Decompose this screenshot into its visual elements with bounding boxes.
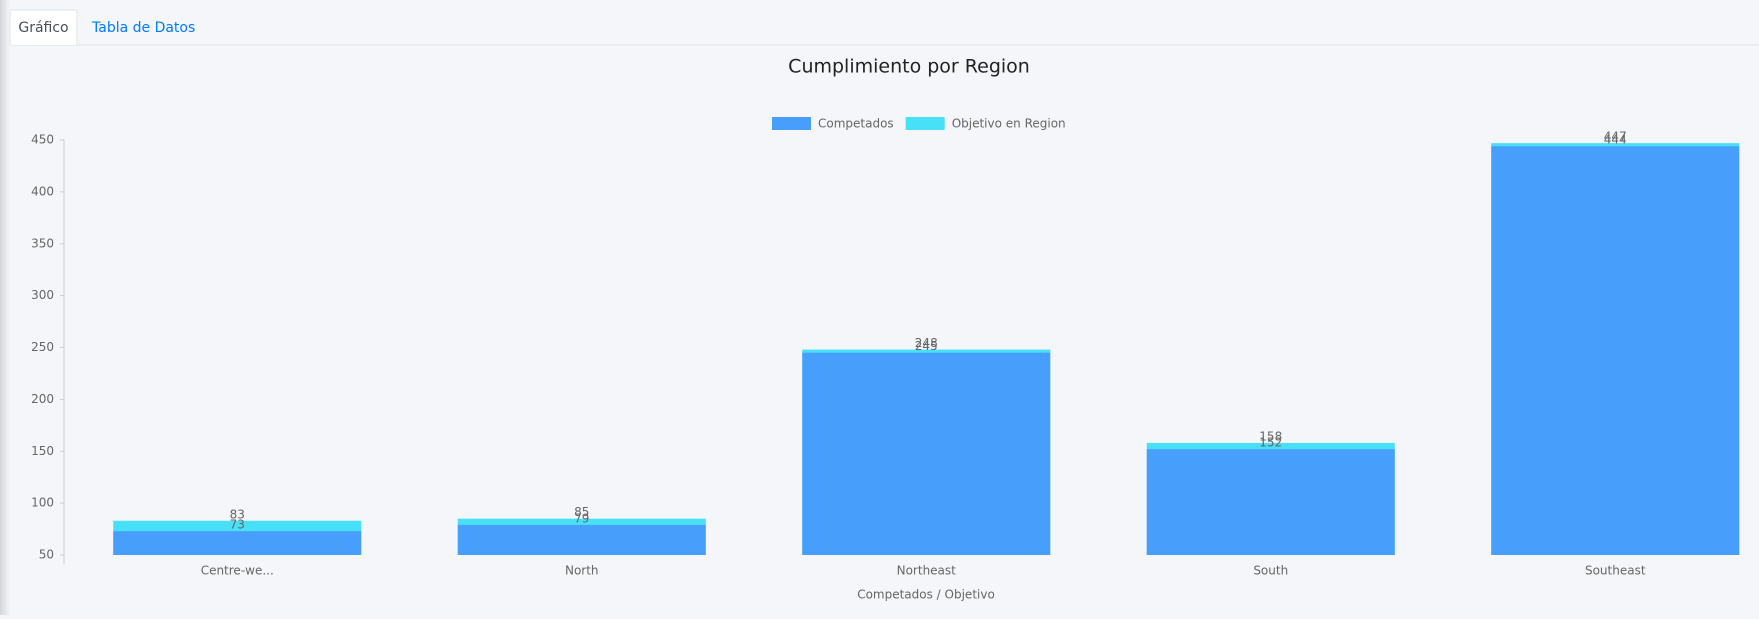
- tab[interactable]: Tabla de Datos: [91, 20, 195, 36]
- bar: [1491, 146, 1740, 555]
- bar: [802, 352, 1051, 555]
- value-label: 447: [1604, 130, 1627, 144]
- value-label: 152: [1259, 436, 1282, 450]
- value-label: 444: [1604, 133, 1627, 147]
- y-tick-label: 350: [31, 236, 54, 250]
- active-tab[interactable]: [9, 9, 78, 45]
- bar: [113, 531, 362, 555]
- x-tick-label: Northeast: [897, 564, 957, 578]
- y-tick-label: 300: [31, 288, 54, 302]
- y-tick-label: 100: [31, 496, 54, 510]
- legend-swatch: [905, 117, 945, 130]
- legend-label: Objetivo en Region: [952, 117, 1066, 131]
- x-tick-label: North: [565, 564, 599, 578]
- y-tick-label: 450: [31, 133, 54, 147]
- value-label: 245: [915, 339, 938, 353]
- value-label: 79: [574, 511, 589, 525]
- x-tick-label: Southeast: [1585, 564, 1646, 578]
- value-label: 85: [574, 505, 589, 519]
- x-tick-label: South: [1253, 564, 1288, 578]
- x-axis-title: Competados / Objetivo: [857, 588, 995, 602]
- x-tick-label: Centre-we...: [201, 564, 274, 578]
- value-label: 83: [230, 507, 245, 521]
- legend-label: Competados: [818, 117, 894, 131]
- value-label: 73: [230, 518, 245, 532]
- bar: [1146, 449, 1395, 555]
- y-tick-label: 50: [39, 548, 54, 562]
- value-label: 248: [915, 336, 938, 350]
- value-label: 158: [1259, 429, 1282, 443]
- y-tick-label: 200: [31, 392, 54, 406]
- bar: [457, 524, 706, 555]
- y-tick-label: 150: [31, 444, 54, 458]
- chart-title: Cumplimiento por Region: [788, 56, 1030, 78]
- side-shadow: [0, 0, 10, 615]
- y-tick-label: 400: [31, 184, 54, 198]
- legend-swatch: [772, 117, 811, 130]
- y-tick-label: 250: [31, 340, 54, 354]
- tab[interactable]: Gráfico: [18, 20, 68, 36]
